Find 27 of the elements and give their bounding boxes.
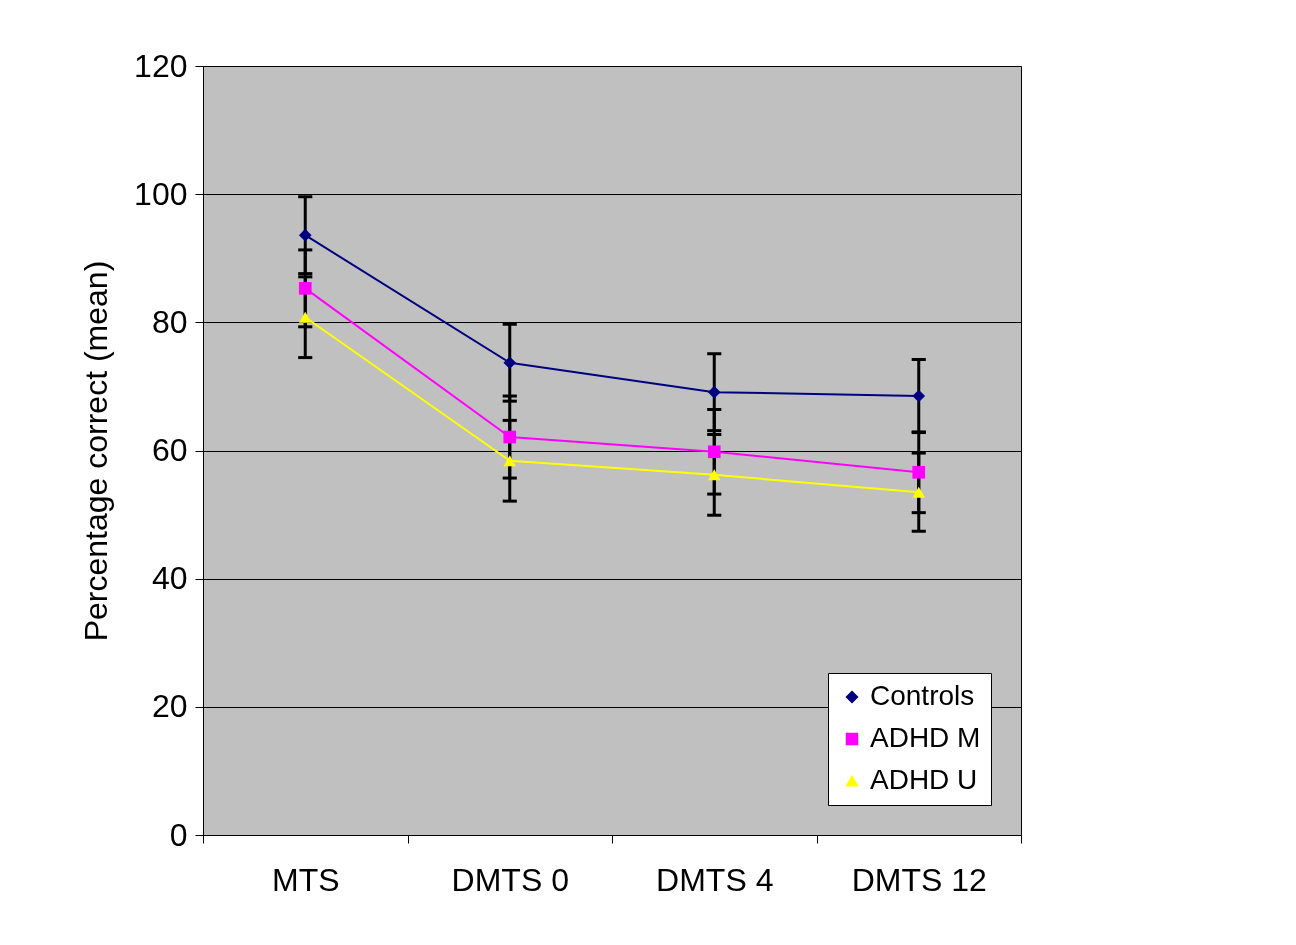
y-tick-label: 0 [169,816,188,853]
point [503,356,517,370]
point [503,455,517,467]
x-tick-label: MTS [271,861,340,898]
x-tick-label: DMTS 0 [451,861,569,898]
point [707,469,721,481]
y-tick-label: 100 [134,175,188,212]
x-tick-label: DMTS 12 [851,861,987,898]
y-tick-label: 120 [134,47,188,84]
point [912,486,926,498]
point [503,430,517,444]
point [912,389,926,403]
point [298,282,312,295]
y-tick-label: 80 [151,303,188,340]
legend-label: ADHD U [870,764,978,795]
y-tick-label: 60 [151,432,188,468]
x-tick-label: DMTS 4 [656,861,774,898]
legend-label: Controls [870,680,975,711]
legend-label: ADHD M [870,722,981,753]
point [707,385,721,399]
point [298,311,312,323]
y-tick-label: 20 [151,688,188,725]
y-tick-label: 40 [151,560,188,597]
y-axis-title: Percentage correct (mean) [78,260,115,642]
point [707,445,721,459]
point [298,228,312,242]
point [912,465,926,479]
